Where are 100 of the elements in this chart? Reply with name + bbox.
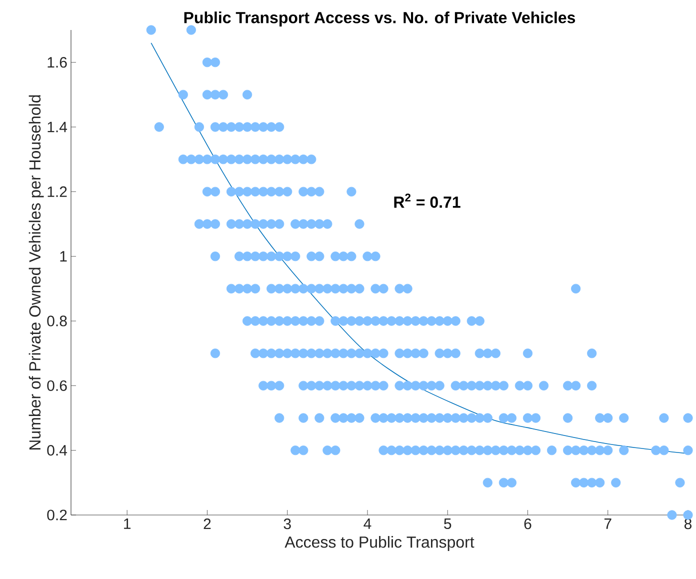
point	[442, 316, 452, 326]
point	[571, 446, 581, 456]
point	[346, 252, 356, 262]
point	[202, 186, 212, 196]
point	[290, 219, 300, 229]
point	[250, 186, 260, 196]
point	[330, 413, 340, 423]
point	[250, 284, 260, 294]
point	[530, 413, 541, 423]
point	[298, 154, 308, 164]
point	[210, 90, 220, 100]
point	[306, 380, 316, 390]
point	[234, 186, 244, 196]
point	[378, 380, 388, 390]
point	[330, 380, 340, 390]
point	[426, 413, 436, 423]
point	[571, 380, 581, 390]
point	[274, 219, 284, 229]
point	[394, 284, 404, 294]
point	[579, 446, 589, 456]
point	[458, 446, 468, 456]
point	[282, 186, 292, 196]
point	[186, 25, 196, 35]
x-tick-label: 5	[444, 518, 452, 529]
point	[450, 446, 460, 456]
point	[250, 219, 260, 229]
point	[434, 380, 444, 390]
point	[210, 154, 220, 164]
point	[418, 446, 428, 456]
point	[298, 380, 308, 390]
point	[298, 446, 308, 456]
point	[434, 446, 444, 456]
point	[226, 284, 236, 294]
point	[595, 478, 605, 488]
point	[178, 90, 188, 100]
point	[394, 446, 404, 456]
point	[418, 348, 428, 358]
x-tick-label: 1	[124, 518, 131, 529]
point	[242, 154, 252, 164]
point	[274, 380, 284, 390]
point	[282, 284, 292, 294]
point	[354, 219, 364, 229]
point	[250, 316, 260, 326]
point	[234, 252, 244, 262]
point	[194, 122, 204, 132]
point	[330, 316, 340, 326]
point	[410, 316, 420, 326]
point	[290, 446, 300, 456]
point	[579, 478, 589, 488]
point	[314, 413, 324, 423]
point	[218, 90, 228, 100]
point	[402, 446, 412, 456]
point	[314, 186, 324, 196]
point	[394, 348, 404, 358]
point	[274, 122, 284, 132]
point	[442, 348, 452, 358]
point	[306, 284, 316, 294]
point	[442, 413, 452, 423]
point	[314, 284, 324, 294]
point	[362, 316, 372, 326]
x-tick-label: 7	[604, 518, 612, 529]
point	[474, 380, 484, 390]
y-tick-label: 0.4	[47, 445, 68, 456]
point	[482, 380, 492, 390]
point	[274, 154, 284, 164]
point	[506, 413, 517, 423]
point	[522, 348, 533, 358]
point	[354, 380, 364, 390]
point	[186, 154, 196, 164]
point	[210, 219, 220, 229]
point	[266, 380, 276, 390]
point	[458, 380, 468, 390]
point	[314, 316, 324, 326]
point	[619, 446, 629, 456]
point	[603, 446, 613, 456]
point	[426, 446, 436, 456]
point	[675, 478, 685, 488]
point	[242, 252, 252, 262]
point	[338, 380, 348, 390]
point	[258, 154, 268, 164]
point	[282, 252, 292, 262]
point	[346, 284, 356, 294]
point	[306, 154, 316, 164]
point	[402, 380, 412, 390]
point	[234, 219, 244, 229]
point	[194, 219, 204, 229]
x-tick-label: 2	[204, 518, 211, 530]
point	[242, 316, 252, 326]
point	[434, 348, 444, 358]
point	[563, 413, 573, 423]
point	[418, 413, 428, 423]
point	[242, 90, 252, 100]
point	[522, 380, 533, 390]
point	[587, 478, 597, 488]
point	[386, 316, 396, 326]
point	[282, 316, 292, 326]
point	[242, 284, 252, 294]
x-tick-label: 3	[284, 518, 291, 530]
point	[290, 284, 300, 294]
point	[210, 58, 220, 68]
